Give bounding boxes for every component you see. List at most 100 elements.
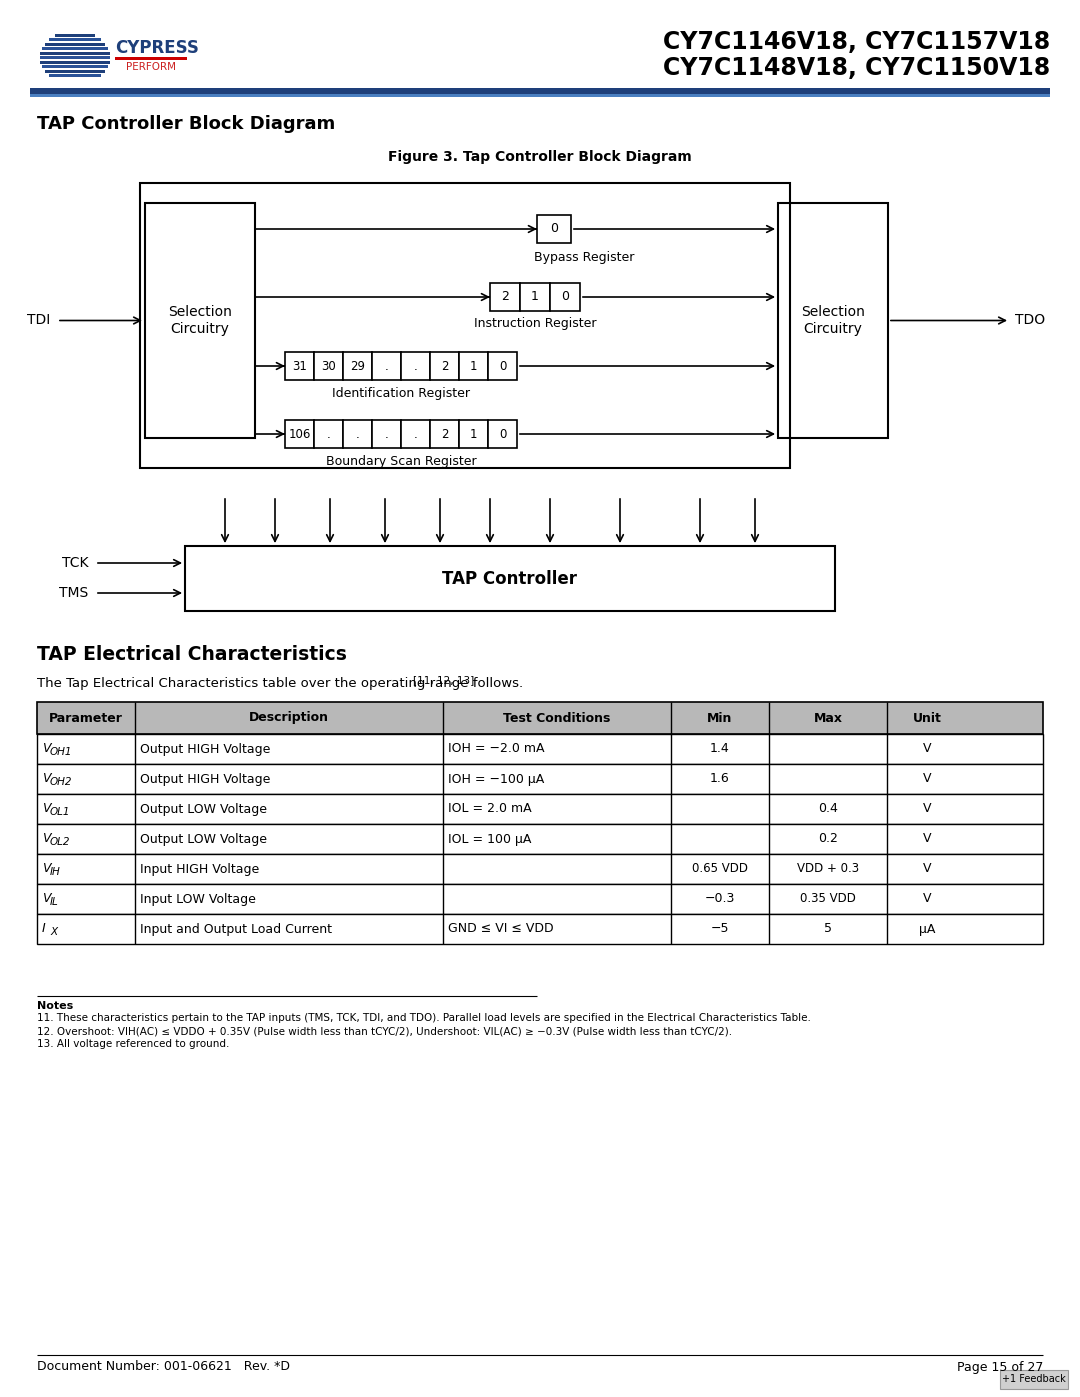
Text: 29: 29 [350, 359, 365, 373]
Text: Selection: Selection [168, 305, 232, 319]
Bar [490, 284, 519, 312]
Bar [37, 884, 1043, 914]
Bar [42, 66, 108, 68]
Bar [537, 215, 571, 243]
Text: OH1: OH1 [50, 747, 72, 757]
Text: TDO: TDO [1015, 313, 1045, 327]
Bar [40, 60, 109, 64]
Text: V: V [922, 862, 931, 876]
Text: 1: 1 [470, 359, 477, 373]
Text: The Tap Electrical Characteristics table over the operating range follows.: The Tap Electrical Characteristics table… [37, 676, 523, 690]
Text: V: V [922, 742, 931, 756]
Text: OL1: OL1 [50, 807, 70, 817]
Bar [314, 420, 343, 448]
Bar [488, 352, 517, 380]
Text: CY7C1148V18, CY7C1150V18: CY7C1148V18, CY7C1150V18 [663, 56, 1050, 80]
Bar [114, 57, 187, 60]
Text: V: V [922, 802, 931, 816]
Text: Test Conditions: Test Conditions [503, 711, 610, 725]
Text: Output HIGH Voltage: Output HIGH Voltage [140, 742, 270, 756]
Text: TAP Controller: TAP Controller [443, 570, 578, 588]
Text: 31: 31 [292, 359, 307, 373]
Text: 2: 2 [501, 291, 509, 303]
Text: TAP Controller Block Diagram: TAP Controller Block Diagram [37, 115, 335, 133]
Text: 11. These characteristics pertain to the TAP inputs (TMS, TCK, TDI, and TDO). Pa: 11. These characteristics pertain to the… [37, 1013, 811, 1023]
Text: OL2: OL2 [50, 837, 70, 847]
Text: Min: Min [707, 711, 732, 725]
Text: Document Number: 001-06621   Rev. *D: Document Number: 001-06621 Rev. *D [37, 1361, 291, 1373]
Text: Circuitry: Circuitry [171, 323, 229, 337]
Text: −0.3: −0.3 [705, 893, 735, 905]
Text: Page 15 of 27: Page 15 of 27 [957, 1361, 1043, 1373]
Text: +1 Feedback: +1 Feedback [1002, 1375, 1066, 1384]
Text: Unit: Unit [913, 711, 942, 725]
Text: Selection: Selection [801, 305, 865, 319]
Text: Instruction Register: Instruction Register [474, 317, 596, 331]
Text: 0.2: 0.2 [818, 833, 838, 845]
Bar [40, 56, 110, 60]
Bar [49, 74, 102, 77]
Bar [140, 183, 789, 468]
Text: .: . [414, 359, 417, 373]
Text: V: V [42, 862, 51, 876]
Bar [37, 793, 1043, 824]
Text: IH: IH [50, 868, 60, 877]
Text: 0: 0 [561, 291, 569, 303]
Bar [285, 420, 314, 448]
Text: IOL = 100 μA: IOL = 100 μA [448, 833, 531, 845]
Text: V: V [922, 893, 931, 905]
Text: [11, 12, 13]: [11, 12, 13] [413, 675, 474, 685]
Bar [55, 34, 95, 36]
Text: CYPRESS: CYPRESS [114, 39, 199, 57]
Text: 2: 2 [441, 359, 448, 373]
Bar [488, 420, 517, 448]
Bar [185, 546, 835, 610]
Bar [37, 764, 1043, 793]
Text: Input and Output Load Current: Input and Output Load Current [140, 922, 332, 936]
Bar [37, 824, 1043, 854]
Bar [459, 352, 488, 380]
Bar [459, 420, 488, 448]
Text: Notes: Notes [37, 1002, 73, 1011]
Bar [430, 352, 459, 380]
Text: IOH = −2.0 mA: IOH = −2.0 mA [448, 742, 544, 756]
Bar [44, 43, 106, 46]
Text: 13. All voltage referenced to ground.: 13. All voltage referenced to ground. [37, 1039, 229, 1049]
Text: CY7C1146V18, CY7C1157V18: CY7C1146V18, CY7C1157V18 [663, 29, 1050, 54]
Bar [49, 38, 102, 42]
Text: .: . [326, 427, 330, 440]
Text: 1: 1 [470, 427, 477, 440]
Bar [44, 70, 106, 73]
Text: V: V [922, 833, 931, 845]
Bar [372, 352, 401, 380]
Text: 106: 106 [288, 427, 311, 440]
Text: −5: −5 [711, 922, 729, 936]
Bar [40, 52, 109, 54]
Text: IL: IL [50, 897, 58, 907]
Text: Boundary Scan Register: Boundary Scan Register [326, 454, 476, 468]
Text: Parameter: Parameter [49, 711, 123, 725]
Bar [37, 854, 1043, 884]
Text: Output HIGH Voltage: Output HIGH Voltage [140, 773, 270, 785]
Text: 0: 0 [499, 359, 507, 373]
Text: Description: Description [249, 711, 329, 725]
Text: Output LOW Voltage: Output LOW Voltage [140, 802, 267, 816]
Text: .: . [355, 427, 360, 440]
Bar [550, 284, 580, 312]
Text: 0: 0 [499, 427, 507, 440]
Text: OH2: OH2 [50, 777, 72, 787]
Bar [37, 914, 1043, 944]
Text: 12. Overshoot: VIH(AC) ≤ VDDO + 0.35V (Pulse width less than tCYC/2), Undershoot: 12. Overshoot: VIH(AC) ≤ VDDO + 0.35V (P… [37, 1025, 732, 1037]
Text: .: . [414, 427, 417, 440]
Text: X: X [50, 928, 57, 937]
Text: 1: 1 [531, 291, 539, 303]
Bar [30, 94, 1050, 96]
Text: .: . [384, 359, 389, 373]
Bar [401, 420, 430, 448]
Text: Input LOW Voltage: Input LOW Voltage [140, 893, 256, 905]
Bar [37, 733, 1043, 764]
Bar [42, 47, 108, 50]
Text: VDD + 0.3: VDD + 0.3 [797, 862, 859, 876]
Bar [30, 88, 1050, 94]
Text: TDI: TDI [27, 313, 50, 327]
